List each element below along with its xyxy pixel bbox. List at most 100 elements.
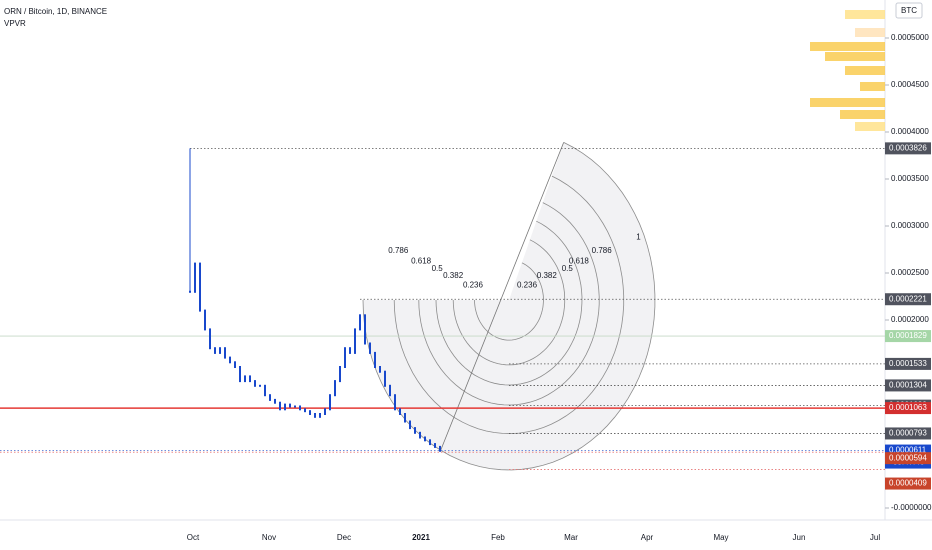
fib-label: 1	[636, 233, 641, 242]
fib-arc	[435, 220, 583, 386]
candle	[289, 403, 291, 408]
candle	[354, 328, 356, 354]
candle	[324, 408, 326, 415]
candle	[394, 394, 396, 411]
y-tick-label: -0.0000000	[891, 503, 932, 512]
candle	[299, 405, 301, 411]
currency-button[interactable]	[895, 2, 923, 19]
candle	[269, 394, 271, 401]
candle	[389, 384, 391, 397]
fib-label: 0.236	[517, 280, 538, 289]
price-tag	[885, 330, 931, 343]
price-tag-label: 0.0000793	[889, 429, 927, 438]
candle	[249, 375, 251, 383]
candle	[284, 403, 286, 411]
fib-label: 0.382	[537, 271, 558, 280]
candle	[239, 366, 241, 383]
candle	[434, 443, 436, 448]
volume-row	[860, 82, 885, 91]
y-tick-label: 0.0004500	[891, 80, 929, 89]
candle	[309, 410, 311, 415]
y-tick-label: 0.0005000	[891, 33, 929, 42]
price-tag	[885, 402, 931, 415]
fib-label: 0.618	[569, 256, 590, 265]
candle	[319, 413, 321, 418]
currency[interactable]: BTC	[901, 6, 917, 15]
price-tag	[885, 142, 931, 155]
candle	[204, 309, 206, 331]
candle	[349, 347, 351, 354]
fib-arc	[452, 239, 566, 366]
x-tick-label: Nov	[262, 533, 276, 542]
x-tick-label: Feb	[491, 533, 505, 542]
fib-label: 0.5	[562, 264, 574, 273]
candle	[304, 408, 306, 413]
price-tag-label: 0.0000409	[889, 479, 927, 488]
candle	[419, 431, 421, 439]
indicator: VPVR	[4, 19, 26, 28]
y-tick-label: 0.0002500	[891, 268, 929, 277]
candle	[364, 314, 366, 345]
candle	[279, 401, 281, 411]
candle	[234, 361, 236, 368]
candle	[244, 375, 246, 383]
volume-row	[845, 10, 885, 19]
x-tick-label: Jun	[793, 533, 806, 542]
fib-area	[363, 142, 655, 470]
fib-label: 0.786	[388, 246, 409, 255]
candle	[424, 436, 426, 442]
x-tick-label: Dec	[337, 533, 351, 542]
x-tick-label: Mar	[564, 533, 578, 542]
candle	[219, 347, 221, 354]
volume-row	[810, 42, 885, 51]
volume-row	[845, 66, 885, 75]
candle	[399, 408, 401, 415]
price-tag-label: 0.0001304	[889, 381, 927, 390]
y-tick-label: 0.0003000	[891, 221, 929, 230]
price-tag-label: 0.0002221	[889, 294, 927, 303]
candle	[414, 427, 416, 434]
x-tick-label: Oct	[187, 533, 200, 542]
candle	[439, 445, 441, 452]
price-tag-label: 0.0001533	[889, 359, 927, 368]
candle	[344, 347, 346, 368]
fib-label: 0.382	[443, 271, 464, 280]
volume-row	[855, 122, 885, 131]
candle	[339, 366, 341, 383]
candle	[359, 314, 361, 331]
price-tag-label: 0.0000594	[889, 453, 927, 462]
y-tick-label: 0.0004000	[891, 127, 929, 136]
x-tick-label: Apr	[641, 533, 654, 542]
price-tag	[885, 293, 931, 306]
price-tag-label: 0.0003826	[889, 143, 927, 152]
price-tag	[885, 379, 931, 392]
candle	[264, 384, 266, 397]
candle	[384, 370, 386, 387]
fib-arc	[393, 175, 625, 435]
candle	[209, 328, 211, 350]
candle	[214, 347, 216, 354]
candle	[409, 420, 411, 430]
candle	[374, 351, 376, 368]
candle	[404, 413, 406, 423]
fib-label: 0.236	[463, 280, 484, 289]
x-tick-label: Jul	[870, 533, 880, 542]
price-tag	[885, 477, 931, 490]
candle	[224, 347, 226, 359]
fib-arc	[418, 202, 600, 406]
price-tag-label: 0.0001063	[889, 403, 927, 412]
candle	[274, 398, 276, 404]
x-tick-label: 2021	[412, 533, 430, 542]
price-tag-label: 0.0000611	[889, 446, 927, 455]
fib-arc	[474, 262, 544, 341]
candle	[379, 366, 381, 373]
candle	[259, 384, 261, 387]
y-tick-label: 0.0002000	[891, 315, 929, 324]
fib-label: 0.786	[592, 246, 613, 255]
fib-label: 0.618	[411, 256, 432, 265]
candle	[194, 262, 196, 293]
fib-trend	[439, 142, 565, 453]
title: ORN / Bitcoin, 1D, BINANCE	[4, 7, 107, 16]
